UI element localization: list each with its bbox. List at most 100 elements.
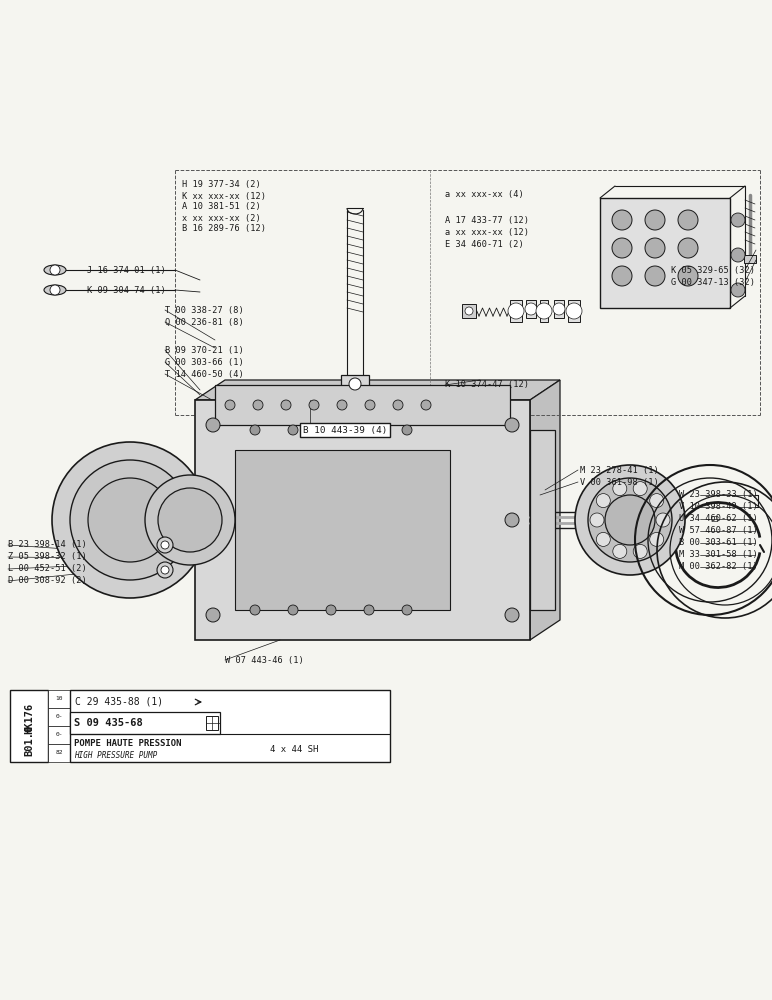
Circle shape bbox=[206, 513, 220, 527]
Bar bbox=[510, 300, 522, 322]
Text: V 10 398-49 (1): V 10 398-49 (1) bbox=[679, 502, 758, 512]
Circle shape bbox=[596, 494, 611, 508]
Ellipse shape bbox=[44, 265, 66, 275]
Text: W 23 398-33 (1): W 23 398-33 (1) bbox=[679, 490, 758, 499]
Text: T 00 338-27 (8): T 00 338-27 (8) bbox=[165, 306, 244, 314]
Circle shape bbox=[421, 400, 431, 410]
Bar bbox=[568, 300, 580, 322]
Text: B 09 370-21 (1): B 09 370-21 (1) bbox=[165, 346, 244, 355]
Circle shape bbox=[158, 488, 222, 552]
Bar bbox=[540, 300, 548, 322]
Bar bbox=[206, 716, 218, 730]
Circle shape bbox=[588, 478, 672, 562]
Circle shape bbox=[678, 210, 698, 230]
Bar bbox=[10, 690, 48, 762]
Circle shape bbox=[250, 425, 260, 435]
Circle shape bbox=[157, 537, 173, 553]
Bar bbox=[48, 726, 70, 744]
Circle shape bbox=[465, 307, 473, 315]
Text: A 10 381-51 (2): A 10 381-51 (2) bbox=[182, 202, 261, 212]
Text: 10: 10 bbox=[56, 696, 63, 702]
Bar bbox=[48, 744, 70, 762]
Circle shape bbox=[288, 605, 298, 615]
Text: HK176: HK176 bbox=[24, 702, 34, 734]
Circle shape bbox=[365, 400, 375, 410]
Text: K 10 374-47 (12): K 10 374-47 (12) bbox=[445, 380, 529, 389]
Circle shape bbox=[281, 400, 291, 410]
Text: B 23 398-14 (1): B 23 398-14 (1) bbox=[8, 540, 86, 550]
Circle shape bbox=[337, 400, 347, 410]
Circle shape bbox=[553, 303, 565, 315]
Circle shape bbox=[645, 266, 665, 286]
Circle shape bbox=[613, 482, 627, 496]
Bar bbox=[235, 450, 450, 610]
Text: M 00 362-82 (1): M 00 362-82 (1) bbox=[679, 562, 758, 572]
Circle shape bbox=[645, 210, 665, 230]
Circle shape bbox=[605, 495, 655, 545]
Polygon shape bbox=[195, 380, 560, 400]
Text: E 34 460-71 (2): E 34 460-71 (2) bbox=[445, 240, 523, 249]
Circle shape bbox=[505, 418, 519, 432]
Text: A 17 433-77 (12): A 17 433-77 (12) bbox=[445, 217, 529, 226]
Circle shape bbox=[70, 460, 190, 580]
Circle shape bbox=[505, 608, 519, 622]
Circle shape bbox=[326, 605, 336, 615]
Circle shape bbox=[678, 266, 698, 286]
Circle shape bbox=[288, 425, 298, 435]
Text: Q 00 236-81 (8): Q 00 236-81 (8) bbox=[165, 318, 244, 326]
Circle shape bbox=[402, 425, 412, 435]
Ellipse shape bbox=[287, 495, 377, 565]
Circle shape bbox=[678, 238, 698, 258]
Text: K xx xxx-xx (12): K xx xxx-xx (12) bbox=[182, 192, 266, 200]
Circle shape bbox=[633, 482, 647, 496]
Circle shape bbox=[225, 400, 235, 410]
Bar bbox=[215, 385, 510, 425]
Text: POMPE HAUTE PRESSION: POMPE HAUTE PRESSION bbox=[74, 740, 181, 748]
Circle shape bbox=[633, 544, 647, 558]
Circle shape bbox=[253, 400, 263, 410]
Circle shape bbox=[612, 266, 632, 286]
Circle shape bbox=[590, 513, 604, 527]
Text: 82: 82 bbox=[56, 750, 63, 756]
Circle shape bbox=[145, 475, 235, 565]
Bar bbox=[48, 708, 70, 726]
Text: V 00 361-98 (1): V 00 361-98 (1) bbox=[580, 478, 659, 487]
Circle shape bbox=[250, 605, 260, 615]
Circle shape bbox=[508, 303, 524, 319]
Circle shape bbox=[52, 442, 208, 598]
Text: □: □ bbox=[710, 514, 718, 524]
Circle shape bbox=[349, 378, 361, 390]
Polygon shape bbox=[530, 380, 560, 640]
Text: B 00 303-61 (1): B 00 303-61 (1) bbox=[679, 538, 758, 548]
Text: C 29 435-88 (1): C 29 435-88 (1) bbox=[75, 697, 163, 707]
Text: 4 x 44 SH: 4 x 44 SH bbox=[270, 746, 318, 754]
Circle shape bbox=[731, 248, 745, 262]
Bar bbox=[462, 304, 476, 318]
Ellipse shape bbox=[44, 285, 66, 295]
Circle shape bbox=[364, 605, 374, 615]
Text: G 00 347-13 (32): G 00 347-13 (32) bbox=[671, 277, 755, 286]
Text: K 09 304-74 (1): K 09 304-74 (1) bbox=[87, 286, 166, 294]
Circle shape bbox=[402, 605, 412, 615]
Circle shape bbox=[393, 400, 403, 410]
Circle shape bbox=[612, 210, 632, 230]
Bar bbox=[195, 400, 530, 640]
Text: U 34 460-62 (1): U 34 460-62 (1) bbox=[679, 514, 758, 524]
Circle shape bbox=[566, 303, 582, 319]
Circle shape bbox=[364, 425, 374, 435]
Circle shape bbox=[612, 238, 632, 258]
Text: B 16 289-76 (12): B 16 289-76 (12) bbox=[182, 225, 266, 233]
Text: Z 05 398-32 (1): Z 05 398-32 (1) bbox=[8, 552, 86, 562]
Text: G 00 303-66 (1): G 00 303-66 (1) bbox=[165, 358, 244, 366]
Circle shape bbox=[206, 418, 220, 432]
Text: B01.0: B01.0 bbox=[24, 724, 34, 756]
Circle shape bbox=[645, 238, 665, 258]
Circle shape bbox=[206, 608, 220, 622]
Circle shape bbox=[656, 513, 670, 527]
Bar bbox=[70, 712, 220, 734]
Circle shape bbox=[505, 513, 519, 527]
Text: a xx xxx-xx (12): a xx xxx-xx (12) bbox=[445, 229, 529, 237]
Bar bbox=[341, 375, 369, 393]
Circle shape bbox=[50, 265, 60, 275]
Circle shape bbox=[596, 532, 611, 546]
